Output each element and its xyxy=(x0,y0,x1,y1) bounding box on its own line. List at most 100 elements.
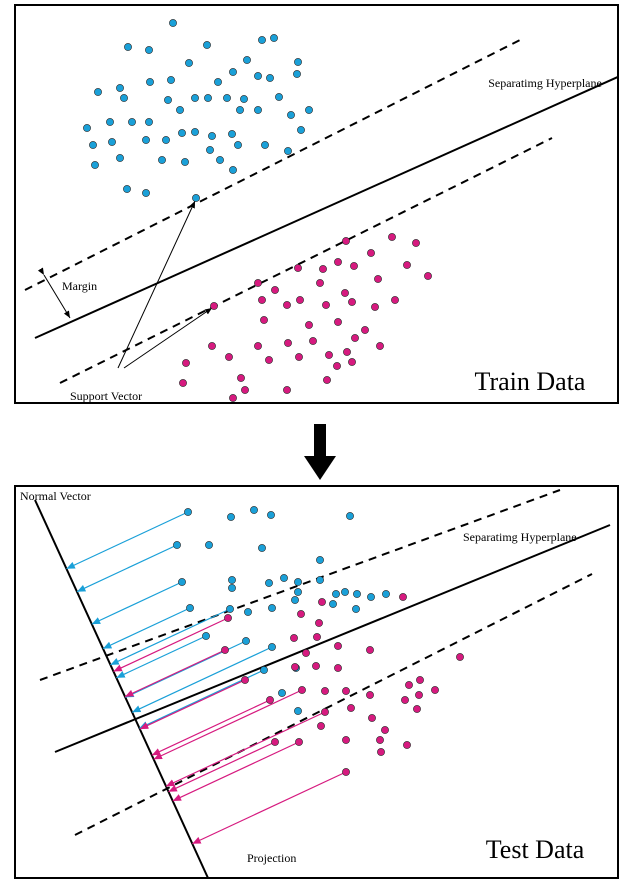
dot xyxy=(227,513,235,521)
dot xyxy=(173,541,181,549)
dot xyxy=(341,588,349,596)
dot xyxy=(413,705,421,713)
dot xyxy=(284,147,292,155)
dot xyxy=(415,691,423,699)
dot xyxy=(261,141,269,149)
dot xyxy=(287,111,295,119)
dot xyxy=(250,506,258,514)
margin-line xyxy=(74,573,593,836)
dot xyxy=(158,156,166,164)
dot xyxy=(332,590,340,598)
projection-arrow xyxy=(76,544,178,593)
dot xyxy=(388,233,396,241)
projection-arrow xyxy=(168,741,276,793)
dot xyxy=(234,141,242,149)
dot xyxy=(116,154,124,162)
dot xyxy=(184,508,192,516)
dot xyxy=(323,376,331,384)
dot xyxy=(176,106,184,114)
dot xyxy=(142,136,150,144)
dot xyxy=(83,124,91,132)
dot xyxy=(347,704,355,712)
dot xyxy=(333,362,341,370)
dot xyxy=(224,614,232,622)
dot xyxy=(89,141,97,149)
dot xyxy=(412,239,420,247)
dot xyxy=(265,356,273,364)
dot xyxy=(342,768,350,776)
dot xyxy=(401,696,409,704)
dot xyxy=(223,94,231,102)
dot xyxy=(313,633,321,641)
dot xyxy=(182,359,190,367)
dot xyxy=(258,36,266,44)
dot xyxy=(343,348,351,356)
dot xyxy=(266,74,274,82)
dot xyxy=(185,59,193,67)
dot xyxy=(146,78,154,86)
dot xyxy=(162,136,170,144)
dot xyxy=(243,56,251,64)
dot xyxy=(283,301,291,309)
panel-border xyxy=(14,485,619,879)
dot xyxy=(229,68,237,76)
dot xyxy=(204,94,212,102)
dot xyxy=(236,106,244,114)
dot xyxy=(237,374,245,382)
dot xyxy=(116,84,124,92)
dot xyxy=(294,707,302,715)
dot xyxy=(94,88,102,96)
dot xyxy=(265,579,273,587)
dot xyxy=(258,544,266,552)
projection-arrow xyxy=(131,646,273,713)
dot xyxy=(268,604,276,612)
dot xyxy=(293,70,301,78)
dot xyxy=(191,128,199,136)
dot xyxy=(266,696,274,704)
dot xyxy=(260,316,268,324)
dot xyxy=(242,637,250,645)
projection-arrow xyxy=(151,699,271,756)
dot xyxy=(258,296,266,304)
dot xyxy=(284,339,292,347)
dot xyxy=(361,326,369,334)
dot xyxy=(348,298,356,306)
dot xyxy=(241,676,249,684)
dot xyxy=(294,578,302,586)
dot xyxy=(342,237,350,245)
dot xyxy=(226,605,234,613)
panel-label: Train Data xyxy=(475,367,586,396)
dot xyxy=(254,279,262,287)
projection-arrow xyxy=(124,649,226,698)
hyperplane-label: Separatimg Hyperplane xyxy=(463,530,577,544)
dot xyxy=(241,386,249,394)
dot xyxy=(278,689,286,697)
margin-line xyxy=(24,39,521,291)
dot xyxy=(351,334,359,342)
projection-arrow xyxy=(172,741,300,802)
test-panel: Normal Vector Separatimg Hyperplane Proj… xyxy=(14,485,619,879)
dot xyxy=(302,649,310,657)
dot xyxy=(240,95,248,103)
dot xyxy=(267,511,275,519)
dot xyxy=(353,590,361,598)
dot xyxy=(145,46,153,54)
dot xyxy=(377,748,385,756)
dot xyxy=(164,96,172,104)
projection-arrow xyxy=(102,607,191,650)
dot xyxy=(254,72,262,80)
dot xyxy=(228,584,236,592)
dot xyxy=(416,676,424,684)
support-arrow xyxy=(123,307,213,369)
projection-arrow xyxy=(66,511,189,570)
dot xyxy=(346,512,354,520)
dot xyxy=(382,590,390,598)
projection-arrow xyxy=(153,689,303,760)
projection-arrow xyxy=(116,635,207,679)
dot xyxy=(321,687,329,695)
dot xyxy=(316,556,324,564)
dot xyxy=(203,41,211,49)
dot xyxy=(186,604,194,612)
dot xyxy=(350,262,358,270)
projection-arrow xyxy=(139,679,246,730)
